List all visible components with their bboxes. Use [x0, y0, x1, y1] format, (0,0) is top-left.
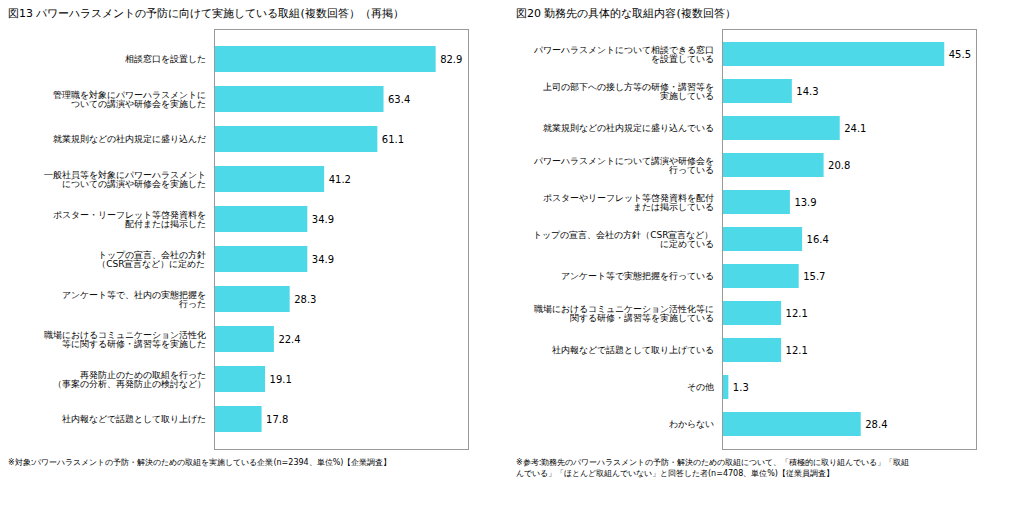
svg-text:12.1: 12.1	[786, 308, 808, 319]
svg-text:ポスターやリーフレット等啓発資料を配付または掲示している: ポスターやリーフレット等啓発資料を配付または掲示している	[543, 193, 714, 212]
svg-text:アンケート等で、社内の実態把握を行った: アンケート等で、社内の実態把握を行った	[62, 290, 206, 309]
svg-text:就業規則などの社内規定に盛り込んだ: 就業規則などの社内規定に盛り込んだ	[53, 134, 206, 144]
svg-text:82.9: 82.9	[440, 54, 462, 65]
svg-text:34.9: 34.9	[312, 214, 334, 225]
svg-text:12.1: 12.1	[786, 345, 808, 356]
svg-text:63.4: 63.4	[388, 94, 410, 105]
svg-text:職場におけるコミュニケーション活性化等に関する研修・講習等を: 職場におけるコミュニケーション活性化等に関する研修・講習等を実施している	[534, 304, 714, 323]
svg-text:61.1: 61.1	[382, 134, 404, 145]
svg-text:社内報などで話題として取り上げている: 社内報などで話題として取り上げている	[552, 345, 714, 355]
svg-text:パワーハラスメントについて相談できる窓口を設置している: パワーハラスメントについて相談できる窓口を設置している	[533, 45, 714, 64]
svg-text:職場におけるコミュニケーション活性化等に関する研修・講習等を: 職場におけるコミュニケーション活性化等に関する研修・講習等を実施した	[44, 330, 206, 349]
svg-text:トップの宣言、会社の方針（CSR宣言など）に定めた: トップの宣言、会社の方針（CSR宣言など）に定めた	[97, 250, 205, 269]
svg-text:24.1: 24.1	[844, 123, 866, 134]
svg-text:41.2: 41.2	[329, 174, 351, 185]
svg-text:相談窓口を設置した: 相談窓口を設置した	[125, 54, 206, 64]
svg-text:45.5: 45.5	[949, 49, 971, 60]
svg-text:28.3: 28.3	[294, 294, 316, 305]
svg-text:16.4: 16.4	[807, 234, 829, 245]
svg-text:上司の部下への接し方等の研修・講習等を実施している: 上司の部下への接し方等の研修・講習等を実施している	[543, 82, 714, 101]
svg-text:アンケート等で実態把握を行っている: アンケート等で実態把握を行っている	[561, 271, 714, 281]
svg-text:その他: その他	[687, 382, 714, 392]
svg-text:19.1: 19.1	[270, 374, 292, 385]
svg-text:再発防止のための取組を行った（事案の分析、再発防止の検討など: 再発防止のための取組を行った（事案の分析、再発防止の検討など）	[53, 370, 206, 389]
svg-text:パワーハラスメントについて講演や研修会を行っている: パワーハラスメントについて講演や研修会を行っている	[533, 156, 714, 175]
html-text:※対象:パワーハラスメントの予防・解決のための取組を実施して: ※対象:パワーハラスメントの予防・解決のための取組を実施している企業(n=239…	[8, 458, 392, 467]
svg-text:13.9: 13.9	[794, 197, 816, 208]
html-text:※参考:勤務先のパワーハラスメントの予防・解決のための取組に: ※参考:勤務先のパワーハラスメントの予防・解決のための取組について、「積極的に取…	[516, 458, 910, 478]
svg-text:管理職を対象にパワーハラスメントについての講演や研修会を実施: 管理職を対象にパワーハラスメントについての講演や研修会を実施した	[53, 90, 206, 109]
svg-text:一般社員等を対象にパワーハラスメントについての講演や研修会を: 一般社員等を対象にパワーハラスメントについての講演や研修会を実施した	[44, 170, 206, 189]
svg-text:22.4: 22.4	[278, 334, 300, 345]
svg-text:17.8: 17.8	[266, 414, 288, 425]
svg-text:20.8: 20.8	[828, 160, 850, 171]
svg-text:34.9: 34.9	[312, 254, 334, 265]
svg-text:社内報などで話題として取り上げた: 社内報などで話題として取り上げた	[62, 414, 206, 424]
svg-text:わからない: わからない	[669, 419, 714, 429]
svg-text:就業規則などの社内規定に盛り込んでいる: 就業規則などの社内規定に盛り込んでいる	[543, 123, 714, 133]
html-text:図13 パワーハラスメントの予防に向けて実施している取組(複: 図13 パワーハラスメントの予防に向けて実施している取組(複数回答）（再掲）	[8, 7, 404, 20]
svg-text:28.4: 28.4	[865, 419, 887, 430]
svg-text:ポスター・リーフレット等啓発資料を配付または掲示した: ポスター・リーフレット等啓発資料を配付または掲示した	[53, 210, 206, 229]
svg-text:15.7: 15.7	[803, 271, 825, 282]
svg-text:トップの宣言、会社の方針（CSR宣言など）に定めている: トップの宣言、会社の方針（CSR宣言など）に定めている	[533, 230, 713, 249]
svg-text:1.3: 1.3	[733, 382, 749, 393]
html-text:図20 勤務先の具体的な取組内容(複数回答）: 図20 勤務先の具体的な取組内容(複数回答）	[516, 7, 736, 20]
svg-text:14.3: 14.3	[796, 86, 818, 97]
